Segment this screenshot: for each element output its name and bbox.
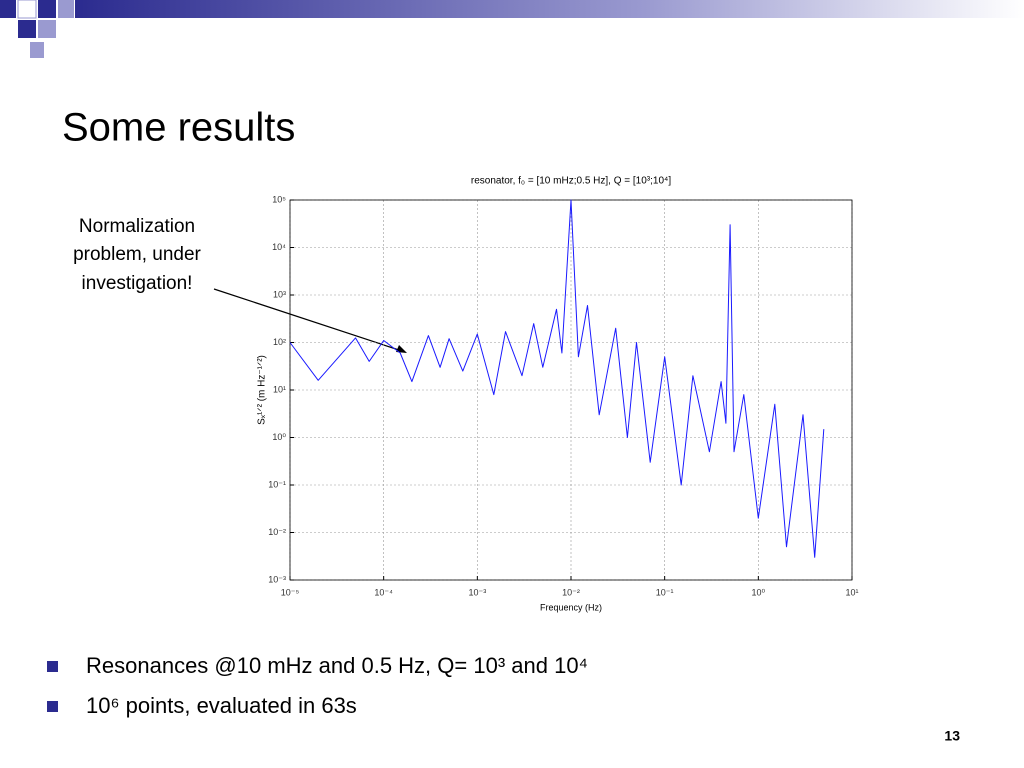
annotation-arrow [213, 288, 403, 352]
slide-title: Some results [62, 106, 295, 150]
chart-title: resonator, f₀ = [10 mHz;0.5 Hz], Q = [10… [471, 176, 671, 187]
x-tick-label: 10⁻⁴ [374, 587, 393, 597]
bullet-marker [47, 701, 58, 712]
y-tick-label: 10² [273, 337, 286, 347]
y-tick-label: 10⁻¹ [268, 479, 286, 489]
decoration [0, 0, 1024, 58]
x-tick-label: 10⁻¹ [656, 587, 674, 597]
bullet-marker [47, 661, 58, 672]
x-tick-label: 10¹ [845, 587, 858, 597]
x-tick-label: 10⁰ [752, 587, 766, 597]
page-number: 13 [944, 728, 960, 744]
bullet: 10⁶ points, evaluated in 63s [86, 693, 357, 718]
x-tick-label: 10⁻⁵ [281, 587, 300, 597]
arrow-head [396, 345, 407, 353]
x-tick-label: 10⁻³ [468, 587, 486, 597]
y-tick-label: 10⁰ [272, 432, 286, 442]
y-tick-label: 10¹ [273, 384, 286, 394]
y-tick-label: 10⁴ [272, 242, 286, 252]
data-line [289, 199, 825, 558]
y-axis-label: Sₓ¹ᐟ² (m Hz⁻¹ᐟ²) [257, 355, 268, 425]
x-axis-label: Frequency (Hz) [540, 602, 602, 612]
bullet: Resonances @10 mHz and 0.5 Hz, Q= 10³ an… [86, 653, 588, 678]
y-tick-label: 10⁻² [268, 527, 286, 537]
annotation: investigation! [82, 273, 193, 294]
y-tick-label: 10⁵ [272, 194, 286, 204]
y-tick-label: 10³ [273, 289, 286, 299]
annotation: Normalization [79, 216, 195, 237]
x-tick-label: 10⁻² [562, 587, 580, 597]
annotation: problem, under [73, 244, 201, 265]
chart: resonator, f₀ = [10 mHz;0.5 Hz], Q = [10… [257, 176, 859, 613]
y-tick-label: 10⁻³ [268, 574, 286, 584]
